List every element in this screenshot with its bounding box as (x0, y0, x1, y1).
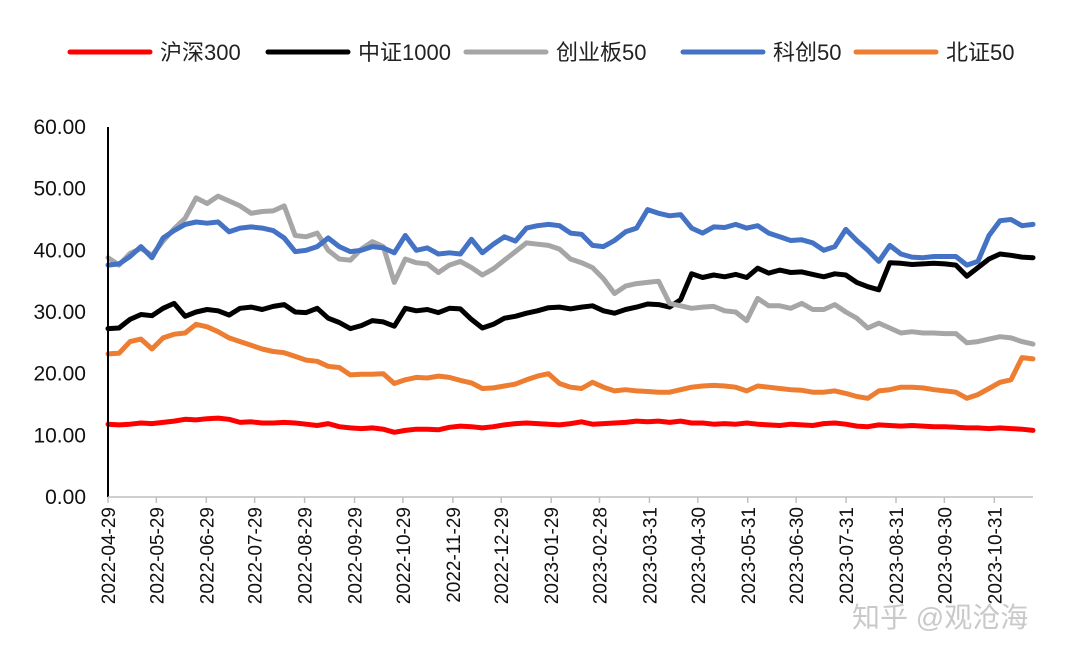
legend-label: 北证50 (946, 40, 1014, 65)
y-tick-label: 30.00 (33, 301, 86, 324)
series-line-3 (105, 207, 1036, 268)
legend: 沪深300 中证1000 创业板50 科创50 北证50 (67, 40, 1014, 65)
series-line-1 (105, 251, 1036, 332)
y-tick-label: 50.00 (33, 178, 86, 201)
x-tick-label: 2023-04-30 (689, 507, 710, 604)
x-tick-label: 2023-08-31 (887, 507, 908, 604)
x-tick-label: 2022-04-29 (99, 507, 120, 604)
x-tick-label: 2022-09-29 (346, 507, 367, 604)
x-tick-label: 2023-09-30 (935, 507, 956, 604)
x-tick-label: 2023-10-31 (985, 507, 1006, 604)
x-tick-label: 2022-07-29 (246, 507, 267, 604)
y-axis-ticks: 0.00 10.00 20.00 30.00 40.00 50.00 60.00 (33, 116, 86, 509)
x-tick-label: 2023-07-31 (837, 507, 858, 604)
x-tick-label: 2022-05-29 (147, 507, 168, 604)
legend-label: 科创50 (773, 40, 841, 65)
series-line-4 (105, 321, 1036, 401)
x-tick-label: 2022-08-29 (296, 507, 317, 604)
legend-label: 沪深300 (160, 40, 241, 65)
x-tick-label: 2022-10-29 (394, 507, 415, 604)
watermark: 知乎 @观沧海 (852, 602, 1028, 633)
x-tick-label: 2022-12-29 (492, 507, 513, 604)
x-tick-label: 2023-06-30 (787, 507, 808, 604)
series-line-0 (105, 415, 1036, 435)
x-axis-ticks: 2022-04-29 2022-05-29 2022-06-29 2022-07-29… (99, 497, 1006, 604)
x-tick-label: 2023-01-29 (542, 507, 563, 604)
x-tick-label: 2022-06-29 (197, 507, 218, 604)
y-tick-label: 0.00 (45, 486, 86, 509)
x-tick-label: 2023-05-31 (739, 507, 760, 604)
x-tick-label: 2023-02-28 (591, 507, 612, 604)
series-layer (105, 193, 1036, 435)
legend-label: 创业板50 (556, 40, 646, 65)
x-tick-label: 2022-11-29 (444, 507, 465, 603)
axes (107, 127, 1033, 498)
y-tick-label: 40.00 (33, 239, 86, 262)
x-tick-label: 2023-03-31 (640, 507, 661, 604)
series-line-2 (105, 193, 1036, 347)
y-tick-label: 10.00 (33, 424, 86, 447)
y-tick-label: 60.00 (33, 116, 86, 139)
y-tick-label: 20.00 (33, 363, 86, 386)
legend-label: 中证1000 (358, 40, 451, 65)
